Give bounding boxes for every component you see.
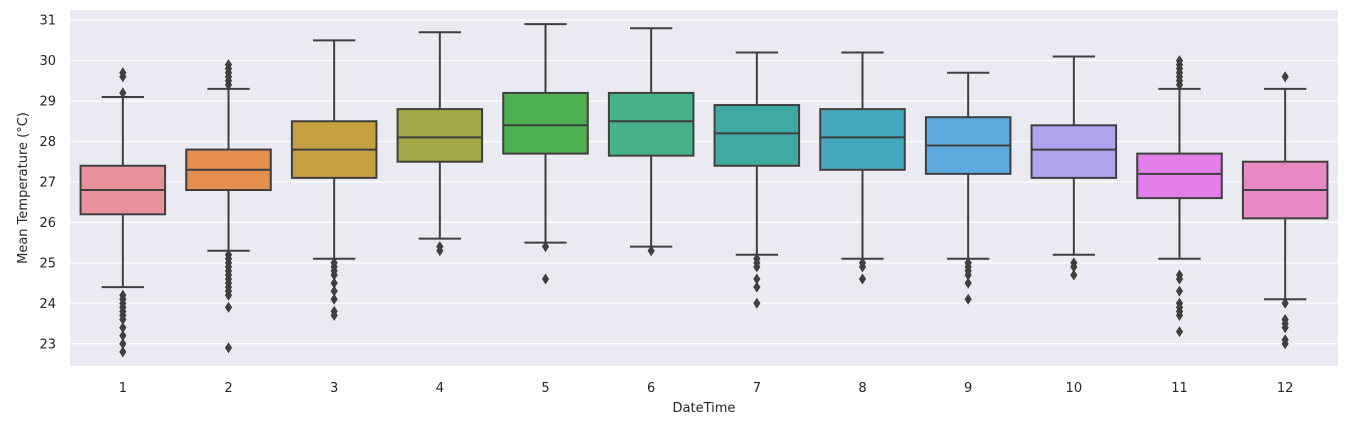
flier-9-5 <box>964 293 972 305</box>
y-tick-labels: 23 24 25 26 27 28 29 30 31 <box>39 14 56 353</box>
box-7 <box>713 104 801 167</box>
box-10 <box>1030 124 1118 179</box>
flier-1-11 <box>119 330 127 342</box>
flier-1-13 <box>119 346 127 358</box>
box-group-12 <box>1241 71 1329 350</box>
box-group-5 <box>502 23 589 285</box>
flier-10-1 <box>1070 261 1078 273</box>
y-tick-23: 23 <box>39 337 56 352</box>
x-tick-6: 6 <box>647 381 655 396</box>
flier-9-4 <box>964 277 972 289</box>
x-tick-2: 2 <box>224 381 232 396</box>
box-group-4 <box>396 31 484 257</box>
flier-9-3 <box>964 269 972 281</box>
x-tick-3: 3 <box>330 381 338 396</box>
y-tick-28: 28 <box>39 135 56 150</box>
y-tick-24: 24 <box>39 297 56 312</box>
flier-3-4 <box>330 277 338 289</box>
flier-11-8 <box>1175 273 1184 285</box>
flier-5-1 <box>541 273 550 285</box>
flier-2-16 <box>224 289 233 301</box>
flier-12-4 <box>1281 322 1289 334</box>
box-5 <box>502 91 589 155</box>
y-tick-30: 30 <box>39 54 56 69</box>
x-tick-1: 1 <box>119 381 127 396</box>
flier-7-5 <box>753 297 761 309</box>
flier-2-18 <box>224 342 233 354</box>
box-11 <box>1136 152 1223 200</box>
x-tick-4: 4 <box>436 381 444 396</box>
flier-1-2 <box>119 87 127 99</box>
flier-12-1 <box>1281 297 1289 309</box>
flier-2-17 <box>224 301 233 313</box>
box-group-9 <box>924 71 1012 305</box>
x-tick-5: 5 <box>541 381 549 396</box>
flier-2-5 <box>224 79 233 91</box>
flier-7-2 <box>753 261 761 273</box>
flier-5-0 <box>541 241 550 253</box>
y-tick-27: 27 <box>39 175 56 190</box>
box-group-10 <box>1030 55 1118 281</box>
x-tick-12: 12 <box>1277 381 1294 396</box>
box-group-7 <box>713 51 801 309</box>
y-tick-26: 26 <box>39 216 56 231</box>
flier-8-2 <box>858 273 867 285</box>
flier-1-1 <box>119 71 127 83</box>
x-tick-8: 8 <box>858 381 866 396</box>
plot-background <box>70 10 1338 366</box>
x-tick-labels: 1 2 3 4 5 6 7 8 9 10 11 12 <box>119 381 1294 396</box>
x-tick-7: 7 <box>753 381 761 396</box>
box-group-8 <box>819 51 906 285</box>
flier-8-1 <box>858 261 867 273</box>
box-group-2 <box>185 59 272 354</box>
flier-11-6 <box>1175 79 1184 91</box>
box-6 <box>607 91 695 157</box>
flier-3-5 <box>330 285 338 297</box>
y-tick-25: 25 <box>39 256 56 271</box>
flier-7-4 <box>753 281 761 293</box>
flier-11-9 <box>1175 285 1184 297</box>
box-group-1 <box>79 67 167 358</box>
box-series <box>79 23 1329 358</box>
flier-1-9 <box>119 313 127 325</box>
x-tick-9: 9 <box>964 381 972 396</box>
flier-12-6 <box>1281 338 1289 350</box>
flier-7-3 <box>753 273 761 285</box>
y-tick-29: 29 <box>39 95 56 110</box>
y-tick-31: 31 <box>39 14 56 29</box>
flier-11-14 <box>1175 326 1184 338</box>
box-group-11 <box>1136 55 1223 338</box>
x-tick-11: 11 <box>1171 381 1188 396</box>
box-8 <box>819 108 906 171</box>
flier-3-6 <box>330 293 338 305</box>
flier-3-3 <box>330 269 338 281</box>
grid-lines <box>70 19 1338 345</box>
box-group-6 <box>607 27 695 257</box>
flier-1-12 <box>119 338 127 350</box>
flier-11-13 <box>1175 309 1184 321</box>
flier-10-2 <box>1070 269 1078 281</box>
y-axis-label: Mean Temperature (°C) <box>16 112 31 264</box>
flier-12-0 <box>1281 71 1289 83</box>
x-axis-label: DateTime <box>673 401 736 416</box>
flier-6-0 <box>647 245 655 257</box>
flier-1-10 <box>119 322 127 334</box>
box-group-3 <box>290 39 378 321</box>
flier-3-8 <box>330 309 338 321</box>
box-4 <box>396 108 484 163</box>
x-tick-10: 10 <box>1066 381 1083 396</box>
flier-4-1 <box>436 245 444 257</box>
